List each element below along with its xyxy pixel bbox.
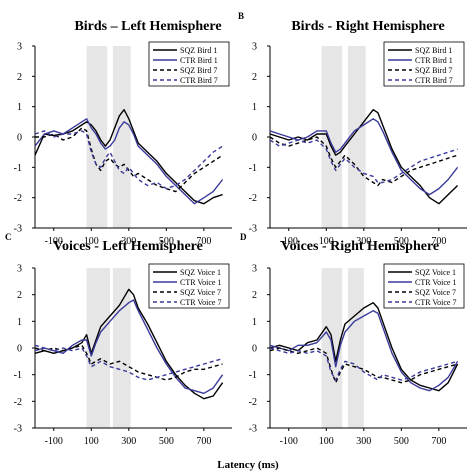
y-tick-label: 1 — [252, 317, 257, 328]
y-tick-label: 3 — [252, 42, 257, 53]
chart-title: Birds - Right Hemisphere — [291, 19, 444, 34]
series-line-1 — [34, 108, 223, 205]
shaded-window-2 — [347, 46, 366, 228]
legend-label: CTR Voice 1 — [415, 278, 456, 287]
legend-label: SQZ Voice 1 — [415, 268, 456, 277]
x-tick-label: 100 — [319, 436, 334, 447]
panel-letter: B — [238, 11, 244, 21]
x-tick-label: -100 — [45, 436, 63, 447]
legend-label: SQZ Bird 7 — [415, 66, 452, 75]
series-line-4 — [269, 347, 458, 381]
x-axis-label: Latency (ms) — [217, 459, 279, 471]
chart-title: Birds – Left Hemisphere — [74, 19, 221, 34]
chart-title: Voices - Right Hemisphere — [281, 239, 439, 254]
legend-label: SQZ Bird 7 — [180, 66, 217, 75]
series-line-2 — [34, 118, 224, 205]
x-tick-label: 300 — [121, 436, 136, 447]
legend-label: SQZ Voice 7 — [415, 288, 456, 297]
shaded-window-2 — [347, 268, 364, 428]
series-line-3 — [35, 127, 223, 193]
y-tick-label: -3 — [249, 424, 257, 435]
y-tick-label: 2 — [17, 290, 22, 301]
x-tick-label: 300 — [356, 436, 371, 447]
series-line-4 — [34, 130, 223, 190]
y-tick-label: 3 — [17, 42, 22, 53]
legend-label: CTR Bird 7 — [180, 76, 218, 85]
y-tick-label: -1 — [14, 163, 22, 174]
y-tick-label: -3 — [249, 224, 257, 235]
legend-label: CTR Voice 7 — [180, 298, 221, 307]
x-tick-label: -100 — [45, 236, 63, 247]
chart-title: Voices - Left Hemisphere — [53, 239, 203, 254]
legend-label: CTR Bird 7 — [415, 76, 453, 85]
y-tick-label: -1 — [249, 370, 257, 381]
shaded-window-1 — [86, 268, 111, 428]
y-tick-label: 2 — [252, 72, 257, 83]
y-tick-label: 3 — [17, 264, 22, 275]
shaded-window-2 — [112, 46, 131, 228]
x-tick-label: 700 — [431, 436, 446, 447]
legend-label: CTR Bird 1 — [180, 56, 218, 65]
x-tick-label: 300 — [356, 236, 371, 247]
y-tick-label: -2 — [249, 397, 257, 408]
x-tick-label: -100 — [280, 436, 298, 447]
series-line-3 — [34, 344, 223, 381]
panel-letter: C — [5, 232, 12, 242]
x-tick-label: -100 — [280, 236, 298, 247]
x-tick-label: 100 — [84, 436, 99, 447]
y-tick-label: 1 — [252, 102, 257, 113]
x-tick-label: 300 — [121, 236, 136, 247]
series-line-2 — [269, 118, 459, 196]
x-tick-label: 700 — [431, 236, 446, 247]
y-tick-label: 0 — [17, 133, 22, 144]
y-tick-label: -2 — [14, 193, 22, 204]
legend-label: CTR Voice 7 — [415, 298, 456, 307]
legend-label: SQZ Bird 1 — [180, 46, 217, 55]
legend-label: SQZ Voice 1 — [180, 268, 221, 277]
y-tick-label: -3 — [14, 224, 22, 235]
series-line-3 — [269, 347, 458, 384]
y-tick-label: 0 — [252, 344, 257, 355]
legend-label: SQZ Voice 7 — [180, 288, 221, 297]
x-tick-label: 700 — [196, 436, 211, 447]
y-tick-label: 1 — [17, 317, 22, 328]
x-tick-label: 500 — [394, 236, 409, 247]
y-tick-label: -2 — [14, 397, 22, 408]
legend-label: CTR Voice 1 — [180, 278, 221, 287]
y-tick-label: 0 — [17, 344, 22, 355]
legend-label: CTR Bird 1 — [415, 56, 453, 65]
series-line-2 — [269, 310, 459, 392]
series-line-1 — [269, 302, 459, 392]
series-line-4 — [34, 344, 223, 381]
series-line-4 — [269, 139, 458, 184]
legend-label: SQZ Bird 1 — [415, 46, 452, 55]
series-line-2 — [34, 299, 224, 394]
y-tick-label: 2 — [252, 290, 257, 301]
y-tick-label: -3 — [14, 424, 22, 435]
y-tick-label: -1 — [14, 370, 22, 381]
y-tick-label: -1 — [249, 163, 257, 174]
shaded-window-1 — [321, 46, 343, 228]
x-tick-label: 500 — [159, 236, 174, 247]
y-tick-label: 1 — [17, 102, 22, 113]
x-tick-label: 500 — [394, 436, 409, 447]
x-tick-label: 500 — [159, 436, 174, 447]
panel-letter: D — [240, 232, 247, 242]
x-tick-label: 100 — [319, 236, 334, 247]
x-tick-label: 100 — [84, 236, 99, 247]
y-tick-label: 2 — [17, 72, 22, 83]
y-tick-label: 0 — [252, 133, 257, 144]
y-tick-label: 3 — [252, 264, 257, 275]
y-tick-label: -2 — [249, 193, 257, 204]
x-tick-label: 700 — [196, 236, 211, 247]
